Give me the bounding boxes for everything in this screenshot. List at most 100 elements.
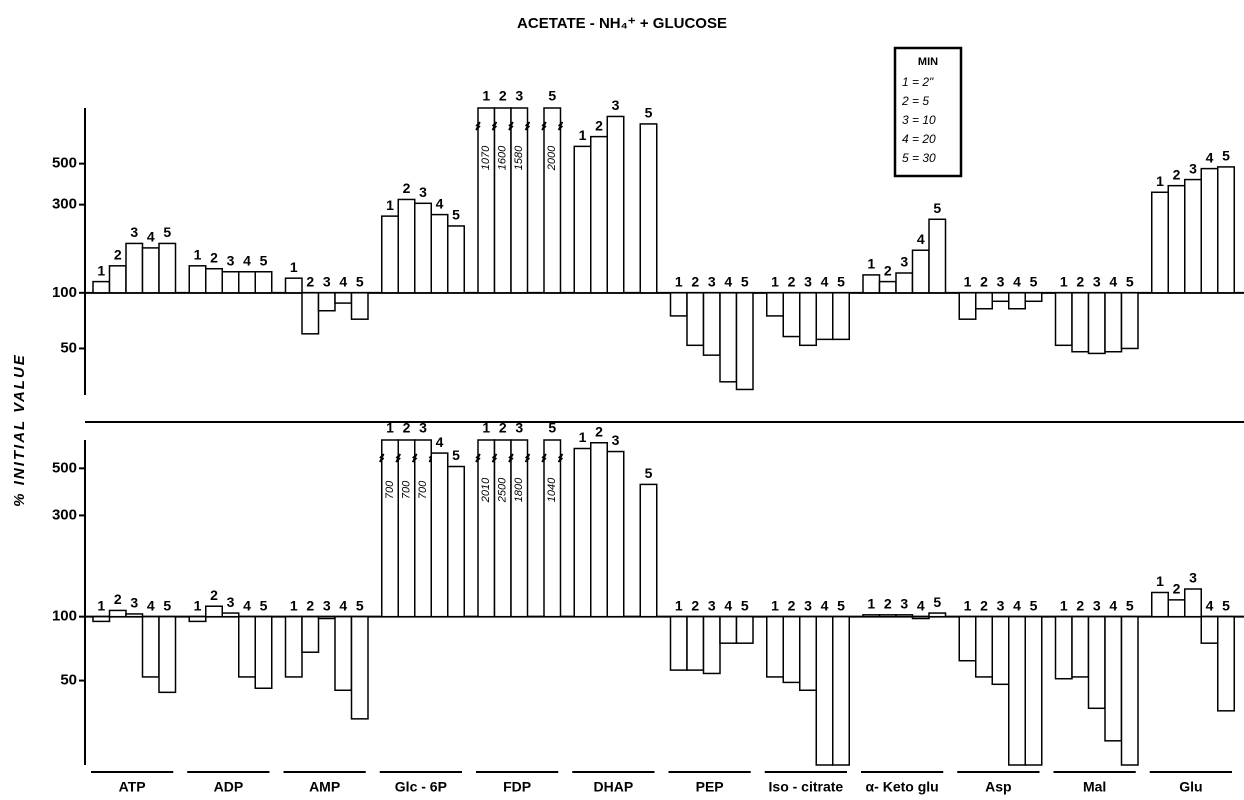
value-label: 2000	[546, 145, 558, 171]
bar	[590, 135, 608, 294]
bar	[573, 447, 592, 618]
x-tick-label: DHAP	[594, 779, 634, 795]
value-label: 2500	[497, 477, 509, 503]
bar	[350, 615, 369, 720]
bar-time-label: 3	[130, 595, 138, 611]
bar	[1151, 591, 1169, 618]
bar-time-label: 3	[612, 97, 620, 113]
x-tick-label: Asp	[985, 779, 1011, 795]
bar-time-label: 4	[821, 274, 829, 290]
bar	[447, 225, 465, 294]
bar-time-label: 3	[1093, 597, 1101, 613]
bar-time-label: 3	[708, 274, 716, 290]
bar-time-label: 5	[1222, 148, 1230, 164]
bar-time-label: 1	[194, 247, 202, 263]
bar-time-label: 2	[1076, 597, 1084, 613]
legend-entry: 2 = 5	[901, 94, 929, 108]
bar	[1184, 178, 1202, 294]
bar	[639, 123, 658, 294]
bar	[1217, 615, 1235, 712]
bar-time-label: 5	[163, 597, 171, 613]
bar	[911, 615, 930, 620]
bar-time-label: 4	[1206, 149, 1214, 165]
bar	[510, 439, 529, 618]
bar-time-label: 2	[980, 274, 988, 290]
bar	[188, 615, 207, 623]
bar-time-label: 3	[612, 432, 620, 448]
bar-time-label: 4	[436, 434, 444, 450]
bar-time-label: 1	[964, 597, 972, 613]
bar	[878, 614, 897, 618]
y-tick-label: 100	[52, 284, 77, 301]
bar	[766, 615, 784, 678]
bar-time-label: 5	[645, 465, 653, 481]
bar	[125, 242, 144, 294]
bar-time-label: 2	[1173, 166, 1181, 182]
bar	[381, 439, 399, 618]
bar-time-label: 3	[323, 274, 331, 290]
x-tick-label: Glc - 6P	[395, 779, 447, 795]
bar	[221, 612, 240, 618]
bar-time-label: 4	[339, 274, 347, 290]
bar	[1200, 167, 1219, 294]
bar	[1120, 615, 1139, 766]
bar	[493, 107, 512, 294]
bar-time-label: 4	[917, 231, 925, 247]
bar-time-label: 1	[482, 420, 490, 436]
bar	[815, 292, 834, 341]
bar	[238, 271, 256, 294]
bar	[735, 615, 754, 644]
bar	[686, 615, 705, 671]
bar	[397, 439, 416, 618]
bar-time-label: 5	[1030, 274, 1038, 290]
bar	[334, 292, 353, 304]
bar-time-label: 5	[260, 252, 268, 268]
bar	[158, 242, 177, 294]
bar-time-label: 1	[579, 127, 587, 143]
bar-time-label: 2	[403, 420, 411, 436]
bar	[1184, 588, 1202, 618]
bar	[799, 615, 817, 692]
bar-time-label: 4	[147, 597, 155, 613]
bar	[1151, 191, 1169, 294]
y-tick-label: 500	[52, 155, 77, 172]
bar-time-label: 2	[403, 180, 411, 196]
y-tick-label: 300	[52, 506, 77, 523]
bar	[543, 439, 562, 618]
bar-time-label: 1	[1156, 173, 1164, 189]
bar	[686, 292, 705, 347]
bar	[702, 292, 721, 356]
value-label: 1040	[546, 477, 558, 502]
x-tick-label: ADP	[214, 779, 244, 795]
bar-time-label: 5	[356, 597, 364, 613]
bar	[1087, 292, 1106, 355]
legend-entry: 3 = 10	[902, 113, 936, 127]
x-tick-label: Glu	[1179, 779, 1202, 795]
bar	[477, 439, 496, 618]
bar	[221, 271, 240, 294]
axis-break	[508, 121, 531, 131]
y-tick-label: 50	[60, 339, 77, 356]
bar-time-label: 3	[227, 252, 235, 268]
bar	[719, 615, 738, 644]
bar-time-label: 2	[210, 587, 218, 603]
bar	[92, 615, 111, 623]
bar	[397, 198, 416, 294]
bar	[766, 292, 784, 317]
bar-time-label: 5	[356, 274, 364, 290]
bar-time-label: 3	[997, 597, 1005, 613]
legend-entry: 1 = 2"	[902, 75, 934, 89]
bar-time-label: 4	[1109, 274, 1117, 290]
bar-time-label: 3	[900, 596, 908, 612]
value-label: 700	[384, 480, 396, 499]
bar-time-label: 5	[452, 207, 460, 223]
bar	[141, 247, 160, 294]
bar-time-label: 2	[691, 274, 699, 290]
bar-time-label: 1	[675, 597, 683, 613]
bar-time-label: 2	[210, 249, 218, 265]
bar-time-label: 5	[548, 420, 556, 436]
bar	[350, 292, 369, 320]
bar-time-label: 2	[788, 274, 796, 290]
bar	[911, 249, 930, 294]
